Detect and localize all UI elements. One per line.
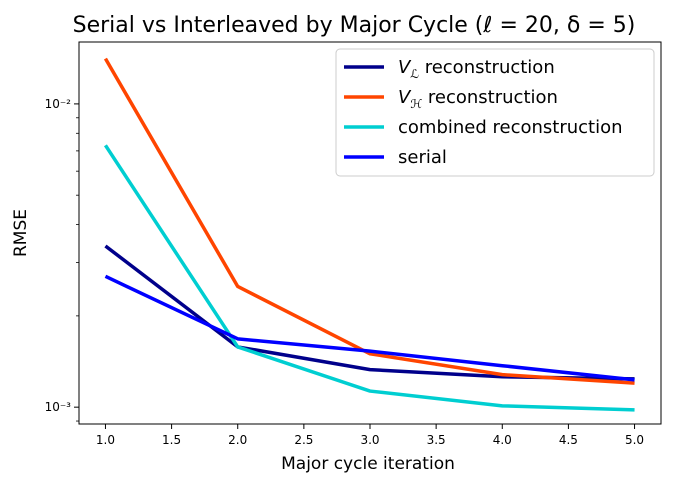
y-tick-label: 10⁻³ (45, 400, 72, 414)
legend-entry: Vℋ reconstruction (398, 87, 558, 111)
x-tick-label: 4.0 (493, 433, 512, 447)
chart-title: Serial vs Interleaved by Major Cycle (ℓ … (73, 13, 636, 38)
x-tick-label: 2.5 (294, 433, 313, 447)
legend-entry: combined reconstruction (398, 117, 623, 138)
x-tick-label: 3.0 (360, 433, 379, 447)
x-tick-label: 2.0 (228, 433, 247, 447)
x-tick-label: 1.0 (96, 433, 115, 447)
legend-entry: serial (398, 147, 447, 168)
y-axis-label: RMSE (11, 209, 31, 257)
x-tick-label: 5.0 (625, 433, 644, 447)
legend-box (335, 48, 655, 177)
legend: Vℒ reconstruction Vℋ reconstruction combin… (335, 48, 655, 177)
x-axis-label: Major cycle iteration (281, 454, 455, 474)
y-tick-label: 10⁻² (45, 97, 72, 111)
series-line-2 (103, 144, 635, 412)
x-tick-label: 1.5 (162, 433, 181, 447)
series-line-3 (104, 274, 635, 382)
x-axis: 1.0 1.5 2.0 2.5 3.0 3.5 4.0 4.5 5.0 (96, 424, 644, 447)
x-tick-label: 4.5 (559, 433, 578, 447)
x-tick-label: 3.5 (427, 433, 446, 447)
plot-area (103, 57, 635, 412)
series-line-1 (103, 57, 635, 385)
y-axis: 10⁻³ 10⁻² (45, 97, 79, 422)
legend-entry: Vℒ reconstruction (398, 57, 555, 81)
